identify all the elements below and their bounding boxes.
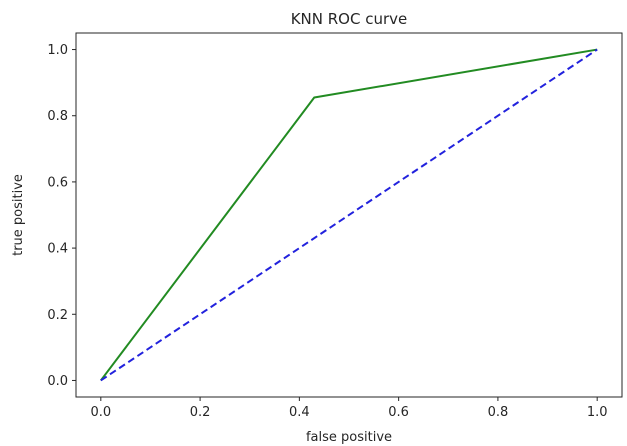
x-tick-label: 0.0 xyxy=(90,405,111,420)
y-axis-label: true positive xyxy=(11,174,26,256)
x-tick-label: 1.0 xyxy=(587,405,608,420)
chart-title: KNN ROC curve xyxy=(291,10,408,28)
x-tick-label: 0.2 xyxy=(190,405,211,420)
y-tick-label: 1.0 xyxy=(47,43,68,58)
plot-frame xyxy=(75,32,623,398)
x-tick-label: 0.8 xyxy=(488,405,509,420)
y-tick-label: 0.0 xyxy=(47,374,68,389)
x-tick-label: 0.6 xyxy=(388,405,409,420)
y-tick-label: 0.4 xyxy=(47,242,68,257)
y-tick-label: 0.6 xyxy=(47,175,68,190)
baseline-dashed-line xyxy=(100,48,598,382)
x-tick-label: 0.4 xyxy=(289,405,310,420)
y-axis: 0.0 0.2 0.4 0.6 0.8 1.0 xyxy=(47,43,76,389)
x-axis: 0.0 0.2 0.4 0.6 0.8 1.0 xyxy=(90,397,608,420)
series-layer xyxy=(100,48,598,382)
roc-curve-line xyxy=(100,48,598,382)
x-axis-label: false positive xyxy=(306,430,392,445)
y-tick-label: 0.2 xyxy=(47,308,68,323)
y-tick-label: 0.8 xyxy=(47,109,68,124)
